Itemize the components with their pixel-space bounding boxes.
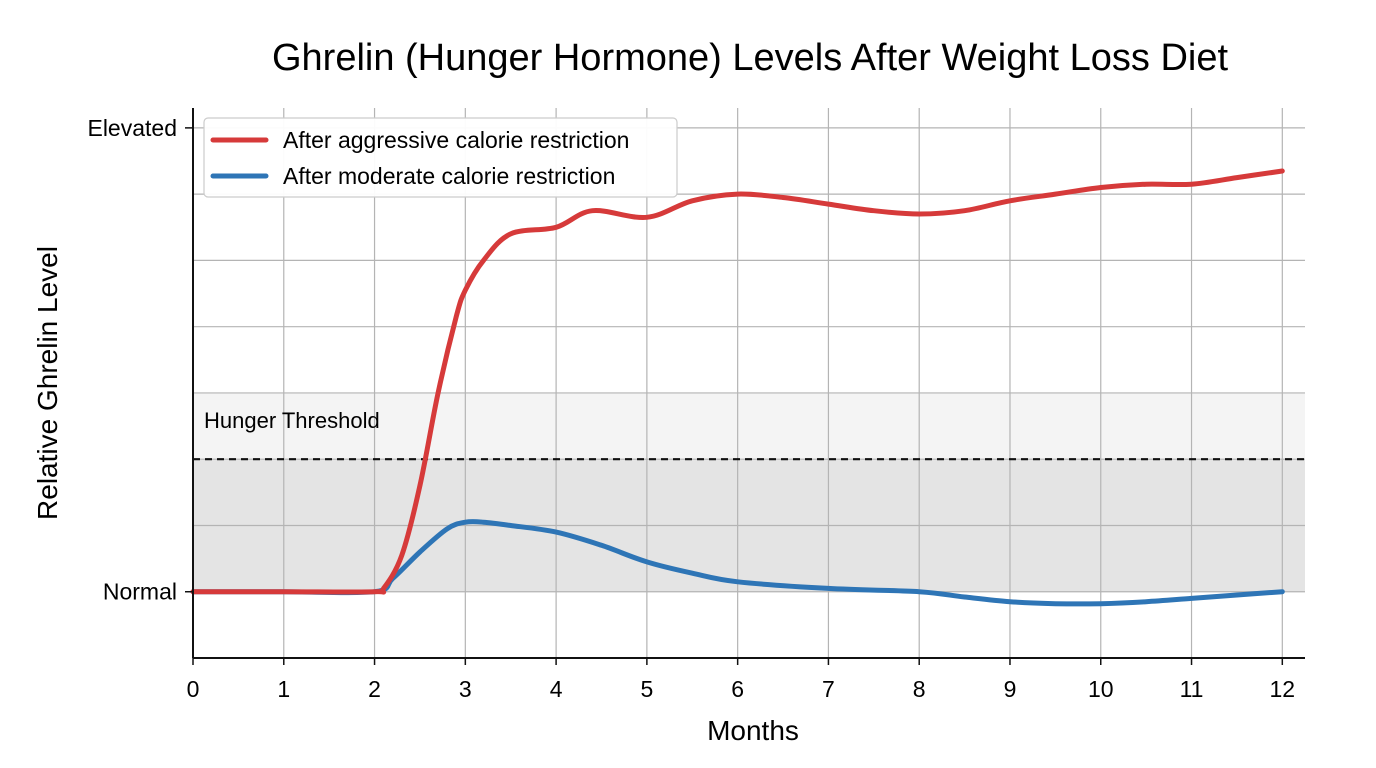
y-axis-title: Relative Ghrelin Level xyxy=(32,246,63,520)
x-axis-title: Months xyxy=(707,715,799,746)
legend-label-moderate: After moderate calorie restriction xyxy=(283,163,615,189)
x-tick-label: 0 xyxy=(187,676,200,702)
legend-box xyxy=(203,117,678,198)
axes xyxy=(192,108,1305,659)
x-tick-label: 9 xyxy=(1004,676,1017,702)
x-tick-label: 1 xyxy=(277,676,290,702)
x-tick-label: 10 xyxy=(1088,676,1114,702)
legend: After aggressive calorie restriction Aft… xyxy=(203,117,678,198)
x-tick-label: 6 xyxy=(731,676,744,702)
legend-label-aggressive: After aggressive calorie restriction xyxy=(283,127,629,153)
y-axis-ticks: Normal Elevated xyxy=(87,115,193,605)
series-lines xyxy=(190,168,1285,607)
shaded-band-upper xyxy=(193,392,1305,460)
series-line-moderate xyxy=(190,519,1285,607)
y-tick-label: Normal xyxy=(103,579,177,605)
x-tick-label: 12 xyxy=(1270,676,1296,702)
x-tick-label: 4 xyxy=(550,676,563,702)
x-tick-label: 2 xyxy=(368,676,381,702)
x-axis-ticks: 0 1 2 3 4 5 6 7 8 9 10 11 12 xyxy=(187,658,1296,702)
x-tick-label: 7 xyxy=(822,676,835,702)
y-tick-label: Elevated xyxy=(87,115,177,141)
hunger-threshold-label: Hunger Threshold xyxy=(204,408,380,433)
x-tick-label: 5 xyxy=(640,676,653,702)
x-tick-label: 8 xyxy=(913,676,926,702)
series-line-aggressive xyxy=(190,168,1285,595)
x-tick-label: 11 xyxy=(1180,676,1204,702)
chart-title: Ghrelin (Hunger Hormone) Levels After We… xyxy=(272,37,1228,79)
x-tick-label: 3 xyxy=(459,676,472,702)
